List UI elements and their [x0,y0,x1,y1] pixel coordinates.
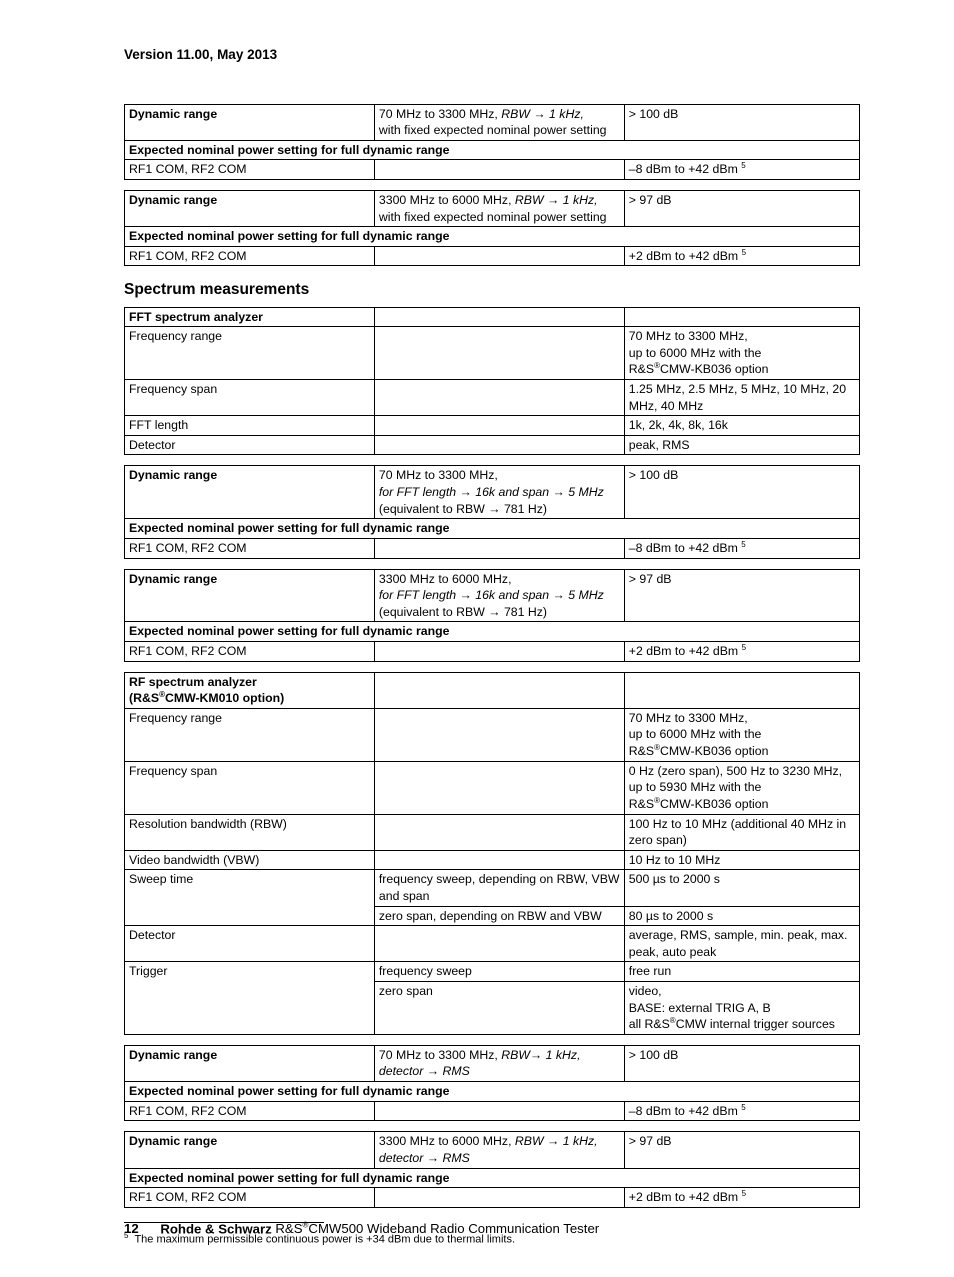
cell: 500 µs to 2000 s [624,870,859,906]
cell: Sweep time [125,870,375,926]
cell [374,672,624,708]
cell [374,926,624,962]
cell: FFT length [125,416,375,436]
table-dynamic-range-1: Dynamic range 70 MHz to 3300 MHz, RBW → … [124,104,860,180]
cell [374,538,624,558]
cell: Expected nominal power setting for full … [125,519,860,539]
table-rf-analyzer: RF spectrum analyzer(R&S®CMW-KM010 optio… [124,672,860,1035]
cell [374,416,624,436]
cell [374,1188,624,1208]
cell: RF1 COM, RF2 COM [125,538,375,558]
cell: 1.25 MHz, 2.5 MHz, 5 MHz, 10 MHz, 20 MHz… [624,380,859,416]
cell: RF1 COM, RF2 COM [125,160,375,180]
cell: 70 MHz to 3300 MHz,up to 6000 MHz with t… [624,708,859,761]
cell [374,380,624,416]
cell: Frequency range [125,708,375,761]
cell: 3300 MHz to 6000 MHz, RBW → 1 kHz,with f… [374,191,624,227]
cell: zero span, depending on RBW and VBW [374,906,624,926]
cell [374,814,624,850]
cell [374,850,624,870]
cell: 70 MHz to 3300 MHz, RBW→ 1 kHz,detector … [374,1045,624,1081]
cell: RF1 COM, RF2 COM [125,246,375,266]
cell: RF spectrum analyzer(R&S®CMW-KM010 optio… [125,672,375,708]
cell: 80 µs to 2000 s [624,906,859,926]
cell: Resolution bandwidth (RBW) [125,814,375,850]
cell: average, RMS, sample, min. peak, max. pe… [624,926,859,962]
cell: Dynamic range [125,569,375,622]
cell: Frequency span [125,761,375,814]
cell: Dynamic range [125,1132,375,1168]
cell: 70 MHz to 3300 MHz,up to 6000 MHz with t… [624,327,859,380]
footer-product: R&S®CMW500 Wideband Radio Communication … [275,1221,599,1236]
section-heading: Spectrum measurements [124,280,860,300]
cell [374,160,624,180]
cell: Dynamic range [125,104,375,140]
table-fft-analyzer: FFT spectrum analyzer Frequency range 70… [124,307,860,456]
cell [374,307,624,327]
cell: –8 dBm to +42 dBm 5 [624,538,859,558]
table-dynamic-range-4: Dynamic range 3300 MHz to 6000 MHz,for F… [124,569,860,662]
cell [624,307,859,327]
cell: frequency sweep [374,962,624,982]
cell [374,327,624,380]
cell: Detector [125,435,375,455]
table-dynamic-range-5: Dynamic range 70 MHz to 3300 MHz, RBW→ 1… [124,1045,860,1121]
cell: Trigger [125,962,375,1034]
cell [624,672,859,708]
cell: –8 dBm to +42 dBm 5 [624,160,859,180]
cell: FFT spectrum analyzer [125,307,375,327]
cell: Dynamic range [125,466,375,519]
cell [374,708,624,761]
cell: Frequency span [125,380,375,416]
page-number: 12 [124,1221,139,1236]
cell [374,1101,624,1121]
cell: 3300 MHz to 6000 MHz,for FFT length → 16… [374,569,624,622]
cell: 3300 MHz to 6000 MHz, RBW → 1 kHz,detect… [374,1132,624,1168]
cell: 70 MHz to 3300 MHz, RBW → 1 kHz,with fix… [374,104,624,140]
cell: free run [624,962,859,982]
cell: video,BASE: external TRIG A, Ball R&S®CM… [624,981,859,1034]
cell: Frequency range [125,327,375,380]
cell: 100 Hz to 10 MHz (additional 40 MHz in z… [624,814,859,850]
table-dynamic-range-3: Dynamic range 70 MHz to 3300 MHz,for FFT… [124,465,860,558]
cell: Expected nominal power setting for full … [125,227,860,247]
cell [374,761,624,814]
cell: > 97 dB [624,569,859,622]
cell: +2 dBm to +42 dBm 5 [624,1188,859,1208]
cell: +2 dBm to +42 dBm 5 [624,641,859,661]
cell: RF1 COM, RF2 COM [125,1188,375,1208]
cell: Expected nominal power setting for full … [125,622,860,642]
cell: frequency sweep, depending on RBW, VBW a… [374,870,624,906]
table-dynamic-range-6: Dynamic range 3300 MHz to 6000 MHz, RBW … [124,1131,860,1207]
cell: Expected nominal power setting for full … [125,1082,860,1102]
cell: 70 MHz to 3300 MHz,for FFT length → 16k … [374,466,624,519]
cell: Expected nominal power setting for full … [125,140,860,160]
cell: RF1 COM, RF2 COM [125,641,375,661]
cell: Dynamic range [125,1045,375,1081]
cell: Video bandwidth (VBW) [125,850,375,870]
cell [374,246,624,266]
table-dynamic-range-2: Dynamic range 3300 MHz to 6000 MHz, RBW … [124,190,860,266]
cell: –8 dBm to +42 dBm 5 [624,1101,859,1121]
cell: RF1 COM, RF2 COM [125,1101,375,1121]
cell: > 100 dB [624,104,859,140]
cell: Expected nominal power setting for full … [125,1168,860,1188]
cell: 1k, 2k, 4k, 8k, 16k [624,416,859,436]
version-header: Version 11.00, May 2013 [124,46,860,64]
cell: > 97 dB [624,1132,859,1168]
cell: peak, RMS [624,435,859,455]
cell: Dynamic range [125,191,375,227]
cell: +2 dBm to +42 dBm 5 [624,246,859,266]
cell: zero span [374,981,624,1034]
cell [374,641,624,661]
cell: Detector [125,926,375,962]
cell [374,435,624,455]
cell: 10 Hz to 10 MHz [624,850,859,870]
footer-brand: Rohde & Schwarz [160,1221,275,1236]
page-footer: 12 Rohde & Schwarz R&S®CMW500 Wideband R… [124,1221,599,1236]
cell: > 100 dB [624,1045,859,1081]
cell: 0 Hz (zero span), 500 Hz to 3230 MHz, up… [624,761,859,814]
cell: > 97 dB [624,191,859,227]
cell: > 100 dB [624,466,859,519]
